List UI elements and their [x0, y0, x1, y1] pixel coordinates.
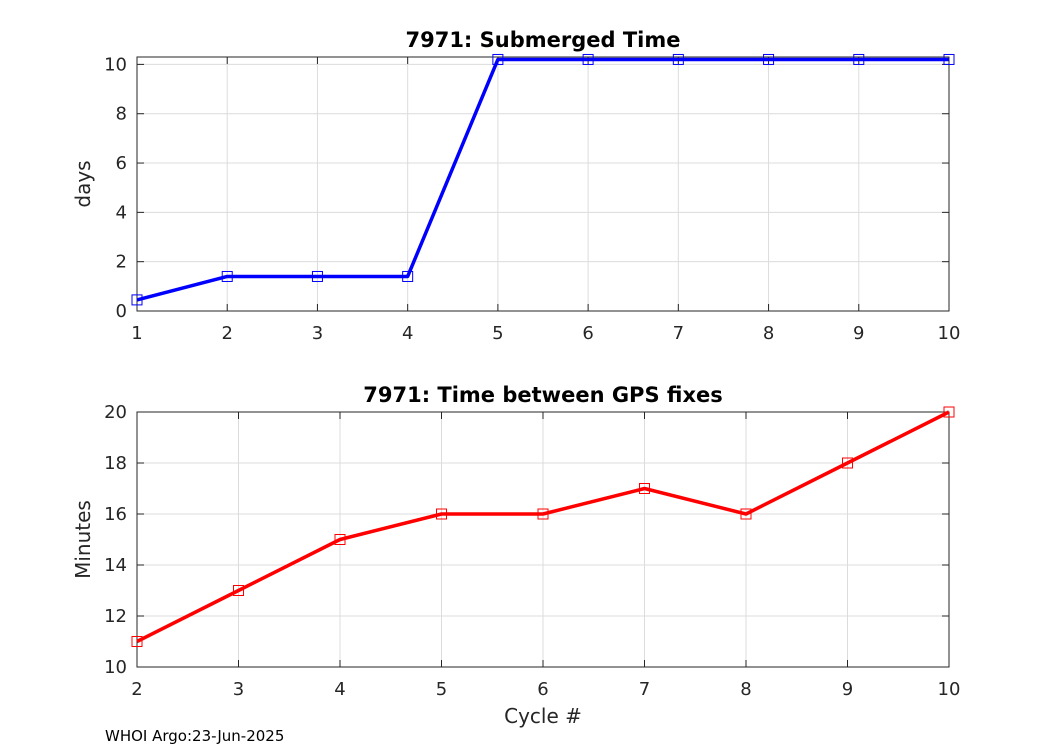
data-point-marker	[221, 270, 233, 282]
x-axis-label: Cycle #	[504, 704, 582, 728]
data-point-marker	[402, 270, 414, 282]
x-tick-label: 5	[492, 323, 503, 344]
data-point-marker	[311, 270, 323, 282]
axes-frame	[136, 56, 950, 312]
data-point-marker	[639, 483, 650, 494]
footer-credit: WHOI Argo:23-Jun-2025	[105, 727, 284, 745]
x-tick-label: 4	[402, 323, 413, 344]
y-tick-label: 12	[104, 606, 127, 627]
x-tick-label: 5	[436, 679, 447, 700]
y-tick-label: 18	[104, 453, 127, 474]
x-tick-label: 2	[221, 323, 232, 344]
x-tick-label: 4	[334, 679, 345, 700]
x-tick-label: 6	[537, 679, 548, 700]
data-point-marker	[763, 53, 775, 65]
y-axis-label: Minutes	[71, 500, 95, 579]
y-tick-label: 20	[104, 402, 127, 423]
x-tick-label: 8	[763, 323, 774, 344]
data-point-marker	[853, 53, 865, 65]
data-point-marker	[233, 585, 244, 596]
chart-title: 7971: Submerged Time	[405, 28, 680, 52]
data-point-marker	[131, 636, 143, 647]
x-tick-label: 7	[639, 679, 650, 700]
x-tick-label: 7	[673, 323, 684, 344]
chart-title: 7971: Time between GPS fixes	[363, 383, 723, 407]
data-point-marker	[537, 508, 549, 520]
x-tick-label: 2	[131, 679, 142, 700]
y-tick-label: 16	[104, 504, 127, 525]
x-tick-label: 6	[582, 323, 593, 344]
y-axis-label: days	[71, 160, 95, 207]
x-tick-label: 3	[233, 679, 244, 700]
x-tick-label: 1	[131, 323, 142, 344]
y-tick-label: 6	[116, 153, 127, 174]
x-tick-label: 9	[842, 679, 853, 700]
data-point-marker	[842, 457, 853, 469]
data-point-marker	[582, 53, 594, 65]
data-point-marker	[334, 534, 346, 545]
x-tick-label: 10	[938, 323, 961, 344]
data-point-marker	[740, 508, 752, 520]
y-tick-label: 2	[116, 252, 127, 273]
data-point-marker	[492, 53, 504, 65]
y-tick-label: 10	[104, 657, 127, 678]
data-point-marker	[131, 294, 143, 306]
data-point-marker	[672, 53, 684, 65]
y-tick-label: 4	[116, 202, 127, 223]
y-tick-label: 10	[104, 54, 127, 75]
y-tick-label: 14	[104, 555, 127, 576]
data-point-marker	[943, 53, 955, 65]
y-tick-label: 0	[116, 301, 127, 322]
x-tick-label: 8	[740, 679, 751, 700]
x-tick-label: 9	[853, 323, 864, 344]
data-point-marker	[943, 406, 955, 418]
y-tick-label: 8	[116, 104, 127, 125]
series-line	[136, 57, 949, 302]
x-tick-label: 3	[312, 323, 323, 344]
x-tick-label: 10	[938, 679, 961, 700]
submerged-time-plot: 1 2 3 4 5 6 7 8 9 10 0 2 4 6 8 10 7971: Submerged Time da…	[71, 28, 960, 344]
data-point-marker	[436, 508, 447, 520]
series-line	[136, 410, 950, 644]
gps-fix-time-plot: 2 3 4 5 6 7 8 9 10 10 12 14 16 18 20 7971: Time between…	[71, 383, 960, 728]
